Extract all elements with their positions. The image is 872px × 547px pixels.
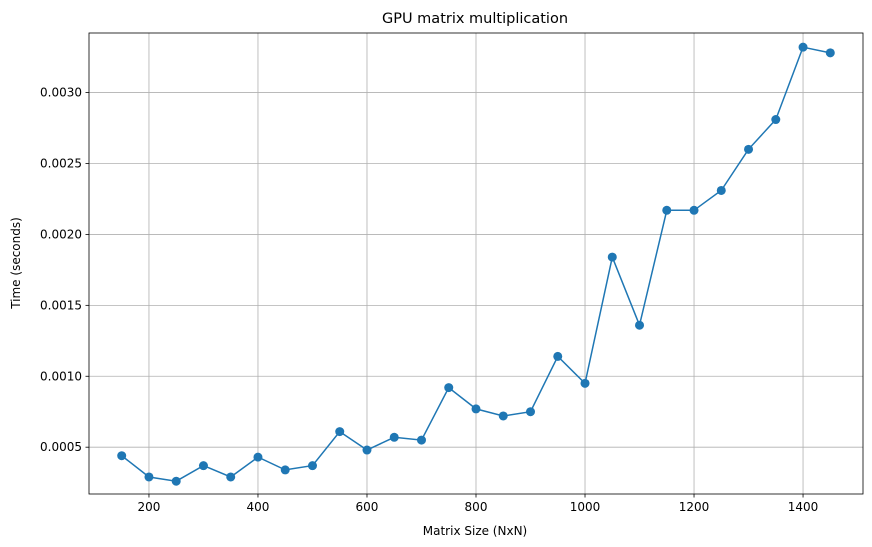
y-tick-label: 0.0010 (40, 369, 82, 383)
y-tick-label: 0.0020 (40, 227, 82, 241)
y-tick-label: 0.0030 (40, 86, 82, 100)
data-point (444, 383, 454, 393)
data-point (798, 42, 808, 52)
x-tick-label: 200 (138, 500, 161, 514)
data-point (362, 445, 372, 455)
data-point (498, 411, 508, 421)
data-point (307, 461, 317, 471)
data-point (635, 320, 645, 330)
x-tick-label: 400 (247, 500, 270, 514)
data-point (117, 451, 127, 461)
data-point (471, 404, 481, 414)
data-point (416, 435, 426, 445)
data-point (389, 432, 399, 442)
series-group (117, 42, 835, 486)
data-point (580, 378, 590, 388)
x-tick-label: 1000 (570, 500, 601, 514)
data-point (144, 472, 154, 482)
data-point (171, 476, 181, 486)
y-tick-label: 0.0005 (40, 440, 82, 454)
x-tick-label: 800 (465, 500, 488, 514)
data-point (553, 351, 563, 361)
data-point (198, 461, 208, 471)
data-point (280, 465, 290, 475)
data-point (662, 205, 672, 215)
data-point (744, 144, 754, 154)
x-tick-label: 1200 (679, 500, 710, 514)
x-tick-label: 1400 (788, 500, 819, 514)
data-point (226, 472, 236, 482)
y-axis-ticks: 0.0005 0.0010 0.0015 0.0020 0.0025 0.0030 (40, 86, 89, 454)
data-point (825, 48, 835, 58)
grid-lines (89, 33, 863, 494)
y-axis-label: Time (seconds) (9, 217, 23, 310)
chart-title: GPU matrix multiplication (382, 11, 568, 27)
data-point (335, 427, 345, 437)
data-point (607, 252, 617, 262)
y-tick-label: 0.0025 (40, 156, 82, 170)
data-point (716, 185, 726, 195)
data-point (771, 115, 781, 125)
x-axis-ticks: 200 400 600 800 1000 1200 1400 (138, 494, 819, 514)
data-point (689, 205, 699, 215)
y-tick-label: 0.0015 (40, 298, 82, 312)
x-axis-label: Matrix Size (NxN) (423, 524, 527, 538)
data-point (526, 407, 536, 417)
x-tick-label: 600 (356, 500, 379, 514)
data-point (253, 452, 263, 462)
